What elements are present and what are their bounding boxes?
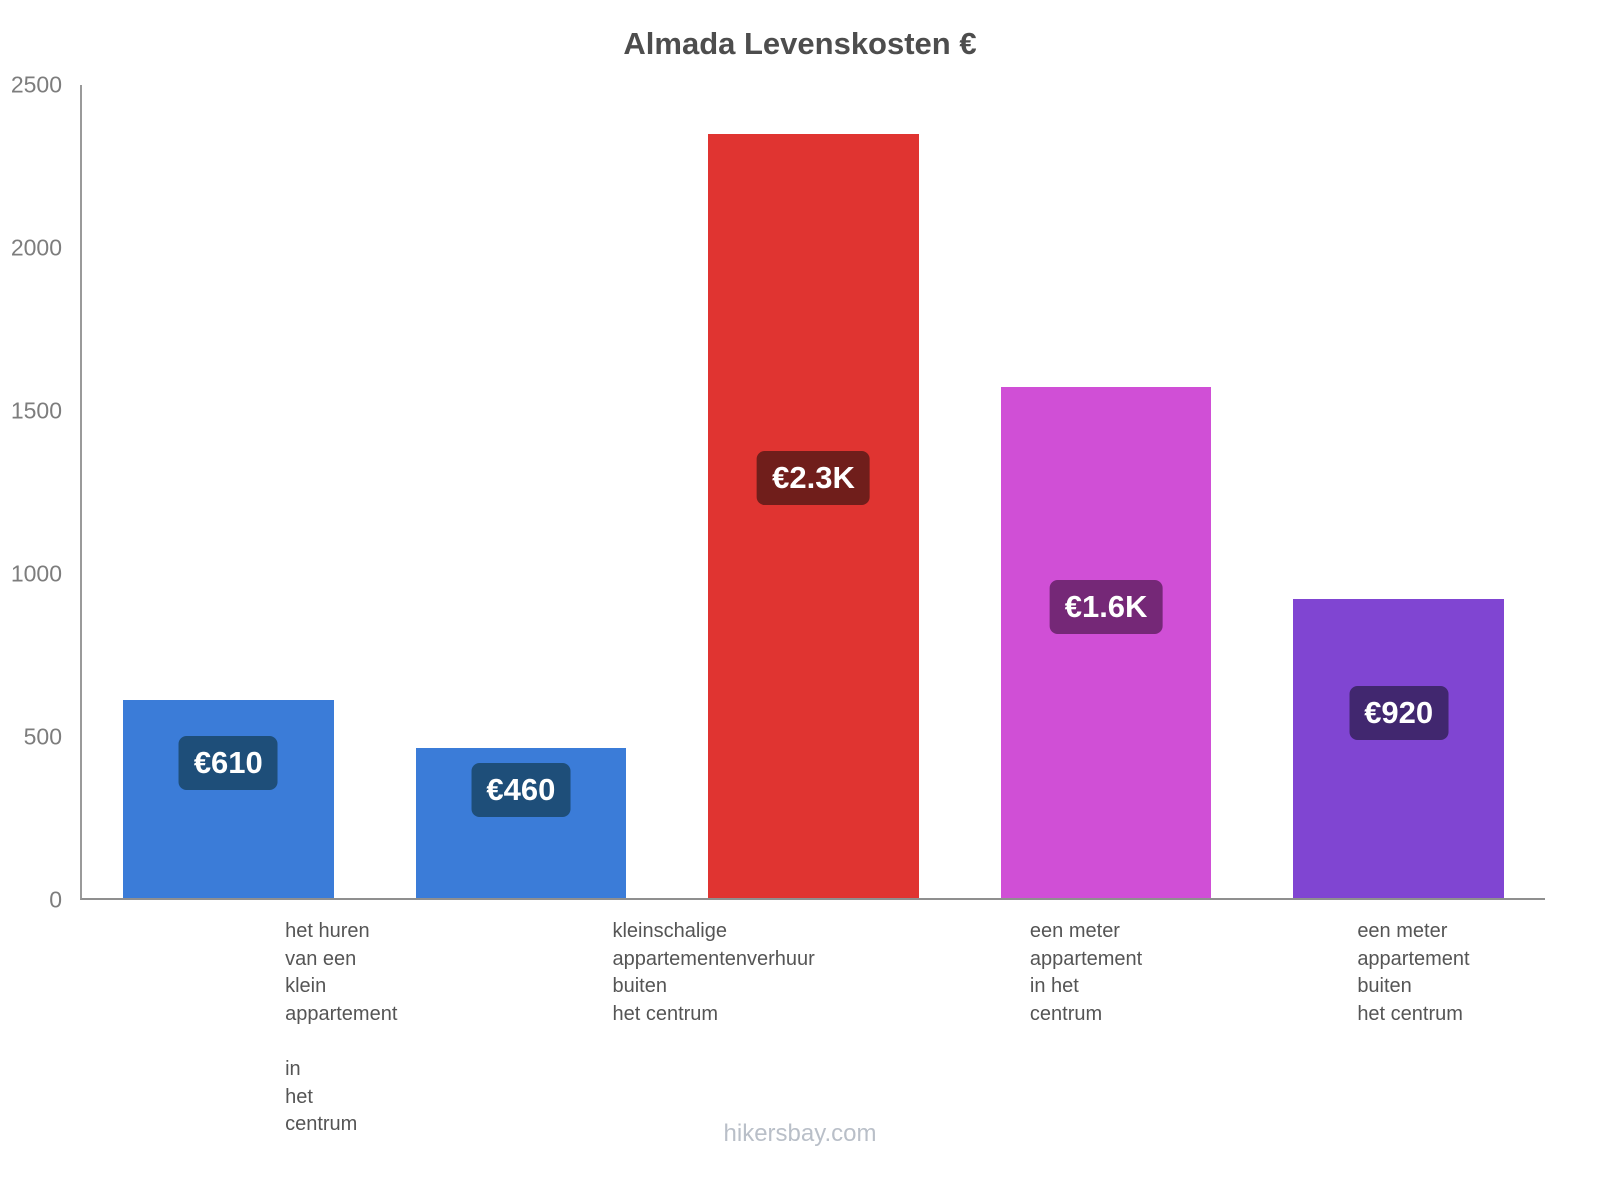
plot-area: €610 €460 €2.3K €1.6K €920 [80,85,1545,900]
category-label: gemiddelde verdiensten [1480,918,1600,1139]
bar-value-badge: €1.6K [1049,579,1163,634]
category-label: een meter appartement in het centrum [1029,920,1143,1025]
chart-title: Almada Levenskosten € [623,26,977,61]
bar: €1.6K [1000,387,1212,898]
bar-column: €2.3K [667,85,960,898]
y-tick-label: 2500 [10,71,62,98]
bars-area: €610 €460 €2.3K €1.6K €920 [82,85,1545,898]
y-tick-label: 1500 [10,397,62,424]
category-label: het huren van een klein appartement in h… [285,920,398,1136]
y-axis: 0 500 1000 1500 2000 2500 [0,72,72,913]
y-tick-label: 1000 [10,560,62,587]
bar: €460 [415,748,627,898]
bar: €920 [1293,598,1504,898]
watermark-text: hikersbay.com [723,1120,877,1147]
bar: €2.3K [708,133,919,898]
x-axis-labels: het huren van een klein appartement in h… [80,918,1545,1139]
bar-column: €460 [375,85,668,898]
y-tick-label: 2000 [10,234,62,261]
bar-value-badge: €920 [1349,685,1449,740]
bar-column: €920 [1252,85,1545,898]
y-tick-label: 0 [49,886,62,913]
bar-value-badge: €610 [178,736,278,791]
bar-value-badge: €2.3K [757,450,870,505]
bar: €610 [122,699,334,898]
bar-value-badge: €460 [471,763,571,818]
category-label: kleinschalige appartementenverhuur buite… [612,920,815,1025]
bar-column: €1.6K [960,85,1253,898]
y-tick-label: 500 [23,723,62,750]
bar-column: €610 [82,85,375,898]
category-label: een meter appartement buiten het centrum [1357,920,1470,1025]
